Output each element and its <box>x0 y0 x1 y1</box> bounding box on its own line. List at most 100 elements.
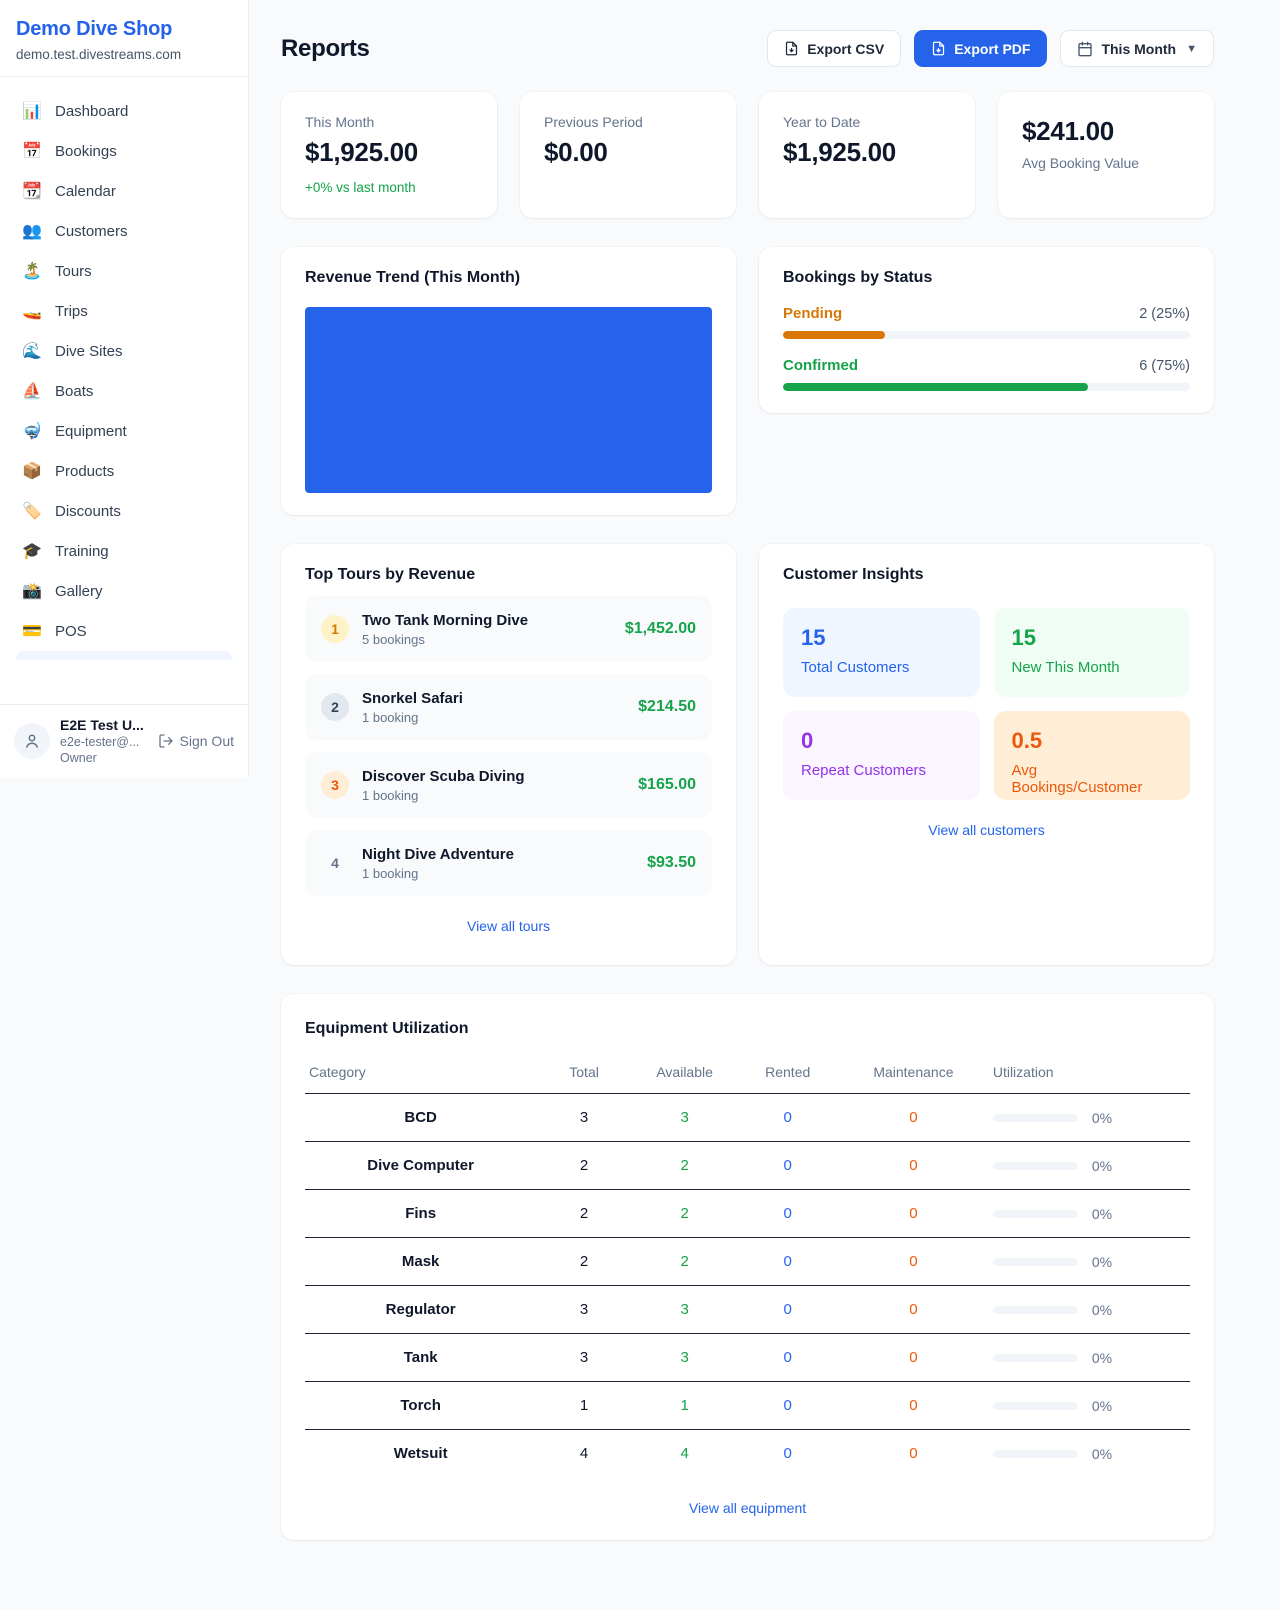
sign-out-icon <box>158 734 173 748</box>
tour-amount: $165.00 <box>638 776 696 793</box>
cell-total: 1 <box>536 1381 632 1430</box>
tour-amount: $214.50 <box>638 698 696 715</box>
calendar-icon <box>1078 41 1093 56</box>
user-role: Owner <box>60 751 97 765</box>
cell-category: Mask <box>305 1237 537 1286</box>
cell-category: Dive Computer <box>305 1141 537 1190</box>
sidebar-item-pos[interactable]: 💳 POS <box>8 611 240 651</box>
main-content: Reports Export CSV Export PDF This Month <box>249 0 1280 1575</box>
cell-rented: 0 <box>737 1333 838 1382</box>
file-download-icon <box>933 41 945 56</box>
export-csv-button[interactable]: Export CSV <box>767 30 902 67</box>
progress-track <box>783 383 1190 391</box>
table-row: Mask 2 2 0 0 0% <box>305 1237 1190 1286</box>
cell-rented: 0 <box>737 1285 838 1334</box>
sidebar-nav: 📊 Dashboard 📅 Bookings 📆 Calendar 👥 Cust… <box>0 77 248 704</box>
sidebar-item-label: Trips <box>55 302 88 320</box>
sidebar-item-label: Boats <box>55 382 94 400</box>
camera-icon: 📸 <box>22 583 42 600</box>
sidebar-item-label: Tours <box>55 262 92 280</box>
sidebar-item-customers[interactable]: 👥 Customers <box>8 211 240 251</box>
table-row: Tank 3 3 0 0 0% <box>305 1333 1190 1382</box>
customer-insights-card: Customer Insights 15 Total Customers 15 … <box>759 544 1214 965</box>
utilization-percent: 0% <box>1091 1397 1113 1414</box>
sidebar-item-bookings[interactable]: 📅 Bookings <box>8 131 240 171</box>
sidebar-item-trips[interactable]: 🚤 Trips <box>8 291 240 331</box>
stat-delta: +0% vs last month <box>305 180 416 195</box>
user-meta: E2E Test U... e2e-tester@... Owner <box>60 717 148 765</box>
insight-tiles: 15 Total Customers 15 New This Month 0 R… <box>783 608 1190 800</box>
sidebar-item-products[interactable]: 📦 Products <box>8 451 240 491</box>
utilization-bar <box>992 1305 1078 1314</box>
cell-maintenance: 0 <box>837 1333 989 1382</box>
cell-available: 3 <box>631 1285 738 1334</box>
column-header-total: Total <box>536 1054 632 1094</box>
stat-label: This Month <box>305 114 375 130</box>
cell-available: 4 <box>680 1445 689 1463</box>
export-pdf-button[interactable]: Export PDF <box>914 30 1048 67</box>
cell-utilization: 0% <box>988 1093 1190 1142</box>
tour-bookings: 1 booking <box>362 865 419 881</box>
tile-new-this-month: 15 New This Month <box>993 608 1190 697</box>
period-dropdown[interactable]: This Month ▼ <box>1060 30 1214 67</box>
credit-card-icon: 💳 <box>22 623 42 640</box>
utilization-percent: 0% <box>1091 1349 1113 1366</box>
utilization-bar <box>992 1449 1078 1458</box>
cell-maintenance: 0 <box>837 1237 989 1286</box>
status-label: Pending <box>783 305 843 322</box>
tile-value: 0 <box>801 728 814 753</box>
stat-card-avg-booking-value: $241.00 Avg Booking Value <box>998 92 1214 218</box>
shop-title: Demo Dive Shop <box>16 18 173 40</box>
tile-repeat-customers: 0 Repeat Customers <box>783 711 980 800</box>
utilization-percent: 0% <box>1091 1157 1113 1174</box>
speedboat-icon: 🚤 <box>22 303 42 320</box>
sidebar-item-equipment[interactable]: 🤿 Equipment <box>8 411 240 451</box>
header-actions: Export CSV Export PDF This Month ▼ <box>767 30 1214 67</box>
cell-utilization: 0% <box>989 1430 1190 1478</box>
stat-value: $1,925.00 <box>305 137 418 167</box>
utilization-percent: 0% <box>1091 1205 1113 1222</box>
shop-subdomain: demo.test.divestreams.com <box>16 47 182 62</box>
bookings-calendar-icon: 📅 <box>22 143 42 160</box>
stat-label: Avg Booking Value <box>1022 155 1140 171</box>
sidebar-item-discounts[interactable]: 🏷️ Discounts <box>8 491 240 531</box>
sidebar-item-tours[interactable]: 🏝️ Tours <box>8 251 240 291</box>
utilization-bar <box>992 1161 1078 1170</box>
sidebar-item-calendar[interactable]: 📆 Calendar <box>8 171 240 211</box>
tile-value: 0.5 <box>1011 728 1043 753</box>
sidebar-item-dashboard[interactable]: 📊 Dashboard <box>8 91 240 131</box>
cell-utilization: 0% <box>988 1189 1190 1238</box>
sidebar-item-training[interactable]: 🎓 Training <box>8 531 240 571</box>
sidebar-item-gallery[interactable]: 📸 Gallery <box>8 571 240 611</box>
utilization-bar <box>992 1113 1078 1122</box>
sign-out-button[interactable]: Sign Out <box>158 733 234 749</box>
tile-label: Repeat Customers <box>801 762 927 779</box>
view-all-tours-link[interactable]: View all tours <box>466 918 550 934</box>
sidebar-item-dive-sites[interactable]: 🌊 Dive Sites <box>8 331 240 371</box>
cell-total: 3 <box>536 1093 632 1142</box>
table-row: BCD 3 3 0 0 0% <box>305 1093 1190 1142</box>
progress-fill <box>783 383 1089 391</box>
sidebar-item-boats[interactable]: ⛵ Boats <box>8 371 240 411</box>
tour-name: Snorkel Safari <box>362 689 463 707</box>
cell-total: 3 <box>536 1333 632 1382</box>
sidebar-item-reports-partial[interactable] <box>16 651 232 660</box>
calendar-icon: 📆 <box>22 183 42 200</box>
column-header-category: Category <box>305 1054 537 1094</box>
utilization-percent: 0% <box>1091 1109 1113 1126</box>
view-all-equipment-link[interactable]: View all equipment <box>688 1499 807 1516</box>
sidebar-item-label: Discounts <box>55 502 121 520</box>
sidebar-item-label: Gallery <box>55 582 103 600</box>
stats-row: This Month $1,925.00 +0% vs last month P… <box>281 92 1214 218</box>
revenue-trend-title: Revenue Trend (This Month) <box>305 269 521 286</box>
tile-label: Total Customers <box>801 659 910 676</box>
table-row: Fins 2 2 0 0 0% <box>305 1189 1190 1238</box>
sidebar-item-label: Products <box>55 462 115 480</box>
customers-icon: 👥 <box>22 223 42 240</box>
cell-maintenance: 0 <box>909 1445 918 1463</box>
charts-row: Revenue Trend (This Month) Bookings by S… <box>281 247 1214 515</box>
insights-row: Top Tours by Revenue 1 Two Tank Morning … <box>281 544 1214 965</box>
cell-utilization: 0% <box>988 1141 1190 1190</box>
view-all-customers-link[interactable]: View all customers <box>928 822 1045 838</box>
stat-card-previous-period: Previous Period $0.00 <box>520 92 736 218</box>
